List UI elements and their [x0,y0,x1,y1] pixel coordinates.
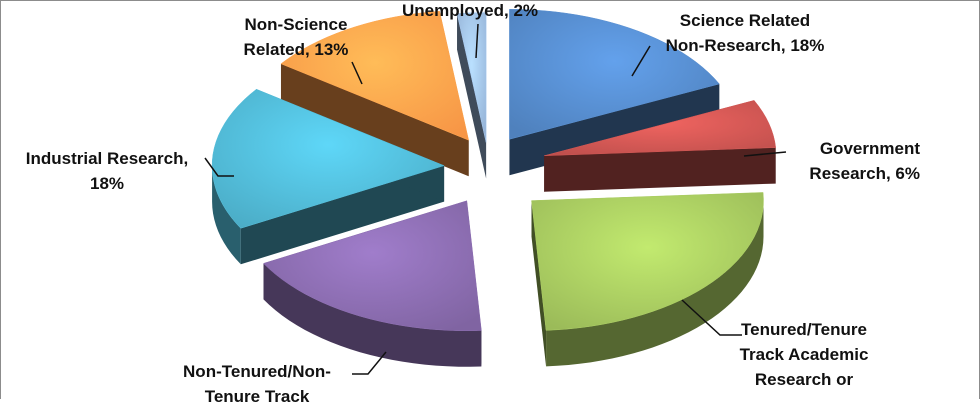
leader-tenured [681,299,742,336]
label-industrial-research: Industrial Research, 18% [25,149,189,193]
leader-non-science [351,61,363,85]
label-non-science-related: Non-Science Related, 13% [243,15,349,59]
pie-slice-industrial [211,88,445,265]
label-tenured-academic: Tenured/Tenure Track Academic Research o… [739,320,869,389]
pie-slice-unemployed [456,12,487,179]
leader-industrial [204,157,234,177]
label-unemployed: Unemployed, 2% [402,1,539,20]
label-science-related-non-research: Science Related Non-Research, 18% [665,11,825,55]
pie-slice-government [544,100,777,192]
pie-slice-tenured [531,192,764,367]
leader-unemployed [475,23,479,59]
leader-government [743,151,787,157]
leader-science-related [631,45,651,77]
pie-slice-non-science [280,10,470,177]
pie-chart [204,9,787,375]
leader-non-tenured [352,351,387,375]
label-non-tenured: Non-Tenured/Non- Tenure Track [183,362,331,406]
label-government-research: Government Research, 6% [809,139,920,183]
pie-slice-non-tenured [263,200,482,367]
